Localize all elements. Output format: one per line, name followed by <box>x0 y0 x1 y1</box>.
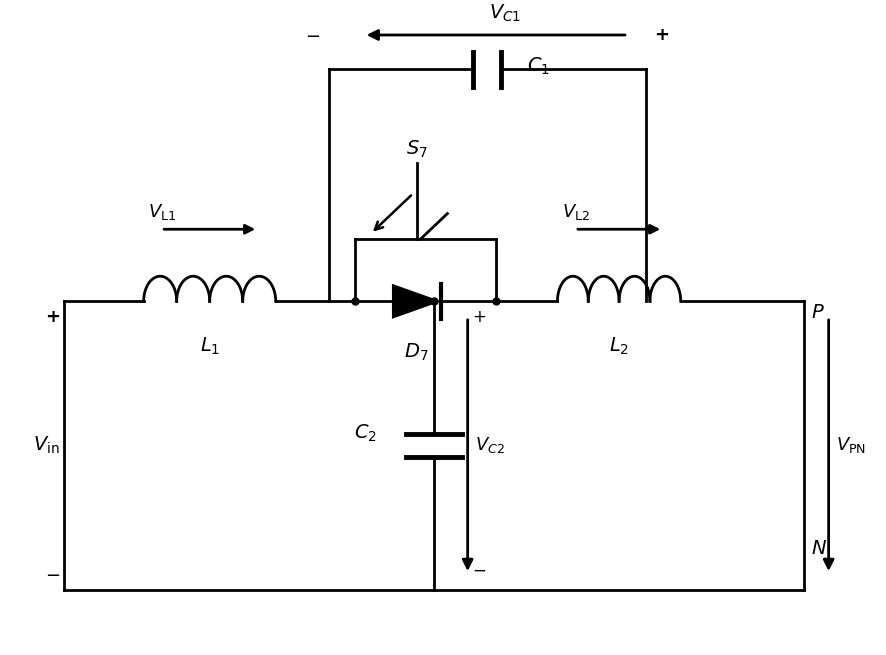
Text: +: + <box>45 308 60 326</box>
Text: $V_{\mathrm{in}}$: $V_{\mathrm{in}}$ <box>34 435 60 456</box>
Text: $C_2$: $C_2$ <box>354 422 377 443</box>
Text: +: + <box>472 308 486 326</box>
Text: $L_1$: $L_1$ <box>199 336 220 357</box>
Text: $-$: $-$ <box>305 26 320 44</box>
Text: $V_{\mathrm{L1}}$: $V_{\mathrm{L1}}$ <box>148 202 176 222</box>
Text: $V_{C2}$: $V_{C2}$ <box>475 436 504 455</box>
Text: $-$: $-$ <box>472 560 486 578</box>
Text: $P$: $P$ <box>811 303 825 322</box>
Text: $N$: $N$ <box>811 539 828 558</box>
Text: $D_7$: $D_7$ <box>404 342 429 364</box>
Text: +: + <box>654 26 669 44</box>
Text: $L_2$: $L_2$ <box>609 336 629 357</box>
Text: $V_{\mathrm{PN}}$: $V_{\mathrm{PN}}$ <box>835 436 866 455</box>
Text: $C_1$: $C_1$ <box>526 56 549 77</box>
Text: $-$: $-$ <box>45 565 60 583</box>
Text: $S_7$: $S_7$ <box>406 139 428 160</box>
Text: $V_{\mathrm{L2}}$: $V_{\mathrm{L2}}$ <box>562 202 590 222</box>
Polygon shape <box>392 284 441 319</box>
Text: $V_{C1}$: $V_{C1}$ <box>488 3 521 24</box>
